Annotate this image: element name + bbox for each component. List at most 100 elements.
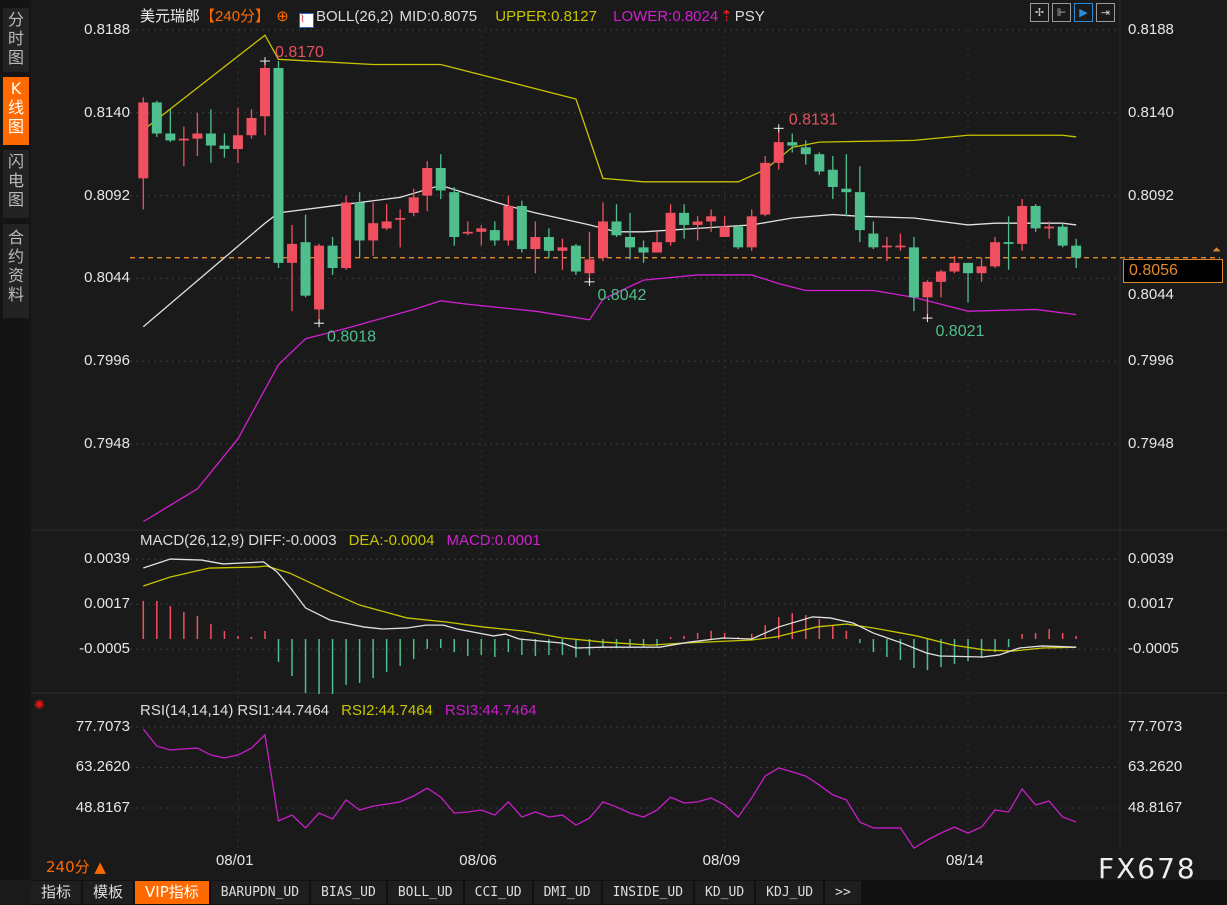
candle-body (1044, 226, 1055, 229)
crosshair-icon[interactable]: ✢ (1030, 3, 1049, 22)
candle-body (1003, 242, 1014, 244)
candle (949, 255, 960, 274)
rsi-tick-left: 77.7073 (75, 718, 130, 735)
rsi-tick-left: 48.8167 (75, 798, 130, 816)
candle (1057, 223, 1068, 248)
candle-body (138, 102, 149, 179)
candle-body (503, 205, 514, 241)
sidebar-item-contract-info[interactable]: 合约资料 (3, 224, 29, 318)
candle (287, 224, 298, 312)
sidebar-item-timeshare[interactable]: 分时图 (3, 8, 29, 72)
candle-body (787, 142, 798, 146)
tab--[interactable]: 指标 (31, 881, 82, 904)
extreme-price-label: 0.8170 (275, 44, 324, 61)
sun-indicator-icon[interactable]: ✺ (34, 698, 45, 713)
candle-body (841, 188, 852, 193)
grid-lines (31, 0, 1227, 850)
period-selector[interactable]: 240分 ▲ (46, 858, 106, 876)
candle-body (611, 221, 622, 236)
candle (219, 133, 230, 158)
main_axis-tick-right: 0.7948 (1128, 435, 1174, 452)
candle (827, 155, 838, 200)
candle (476, 224, 487, 246)
macd-tick-right: -0.0005 (1128, 640, 1179, 658)
rsi-tick-left: 63.2620 (75, 758, 130, 776)
candle-body (273, 67, 284, 263)
candle-body (192, 133, 203, 139)
indicator-chart-icon[interactable]: ⌇ (298, 13, 314, 28)
candle (611, 204, 622, 237)
sidebar-item-flash[interactable]: 闪电图 (3, 150, 29, 218)
candle (665, 204, 676, 246)
tab--[interactable]: 模板 (83, 881, 134, 904)
candle-body (1057, 226, 1068, 246)
tab-kdj-ud[interactable]: KDJ_UD (756, 881, 824, 904)
tab-vip-[interactable]: VIP指标 (135, 881, 209, 904)
candle-body (341, 202, 352, 269)
candle-body (381, 221, 392, 229)
tab-cci-ud[interactable]: CCI_UD (464, 881, 532, 904)
brand-watermark: FX678 (1098, 852, 1197, 885)
tab-bias-ud[interactable]: BIAS_UD (311, 881, 386, 904)
tab-boll-ud[interactable]: BOLL_UD (387, 881, 463, 904)
indicator-tabs: 指标 模板 VIP指标 BARUPDN_UD BIAS_UD BOLL_UD CCI_UD D… (31, 880, 1227, 905)
candle-body (476, 228, 487, 232)
candle-body (814, 154, 825, 172)
candle (706, 209, 717, 232)
scroll-end-icon[interactable]: ⇥ (1096, 3, 1115, 22)
tab-kd-ud[interactable]: KD_UD (695, 881, 755, 904)
candle-body (976, 266, 987, 274)
boll-lower-line (142, 274, 1077, 523)
rsi-tick-right: 48.8167 (1128, 798, 1183, 816)
tab-barupdn-ud[interactable]: BARUPDN_UD (210, 881, 310, 904)
current-price-marker-icon: ⏶ (1212, 243, 1221, 256)
candle (733, 224, 744, 250)
main_axis-tick-left: 0.7996 (84, 352, 130, 370)
extreme-price-label: 0.8042 (597, 287, 646, 304)
candle (273, 61, 284, 269)
candle (990, 237, 1001, 269)
candle-body (530, 237, 541, 250)
candle (341, 195, 352, 270)
extreme-price-label: 0.8131 (789, 111, 838, 128)
sidebar: 分时图 K线图 闪电图 合约资料 (0, 0, 31, 880)
candle-body (1071, 245, 1082, 258)
main_axis-tick-left: 0.8140 (84, 103, 130, 121)
candle (1003, 216, 1014, 270)
candle-body (368, 223, 379, 241)
tab--[interactable]: >> (825, 881, 861, 904)
candle (503, 195, 514, 246)
candle-body (165, 133, 176, 141)
candle (557, 238, 568, 270)
macd-tick-right: 0.0017 (1128, 595, 1174, 613)
main_axis-tick-right: 0.8092 (1128, 186, 1174, 204)
date-tick: 08/01 (215, 852, 254, 869)
candle (584, 231, 595, 282)
psy-label[interactable]: PSY (734, 8, 765, 25)
candle (935, 269, 946, 298)
tab-dmi-ud[interactable]: DMI_UD (533, 881, 601, 904)
play-cursor-icon[interactable]: ▶ (1074, 3, 1093, 22)
candle-body (800, 147, 811, 155)
red-up-arrow-icon: ⇡ (720, 8, 733, 25)
candle-body (314, 245, 325, 310)
candle-body (584, 259, 595, 274)
macd-dea: DEA:-0.0004 (348, 532, 435, 549)
rsi-tick-right: 63.2620 (1128, 758, 1183, 776)
candle (1044, 221, 1055, 239)
candle (895, 233, 906, 251)
zoom-range-icon[interactable]: ⊩ (1052, 3, 1071, 22)
macd-tick-left: 0.0039 (84, 550, 130, 568)
sidebar-item-kline[interactable]: K线图 (3, 77, 29, 145)
candle-body (963, 262, 974, 274)
candle-body (557, 247, 568, 251)
boll-label: BOLL(26,2) (315, 8, 394, 25)
candle (638, 240, 649, 263)
globe-icon[interactable]: ⊕ (276, 8, 289, 25)
candle (462, 221, 473, 236)
tab-inside-ud[interactable]: INSIDE_UD (602, 881, 694, 904)
candle (408, 188, 419, 217)
candle-body (760, 162, 771, 215)
candle (597, 202, 608, 262)
